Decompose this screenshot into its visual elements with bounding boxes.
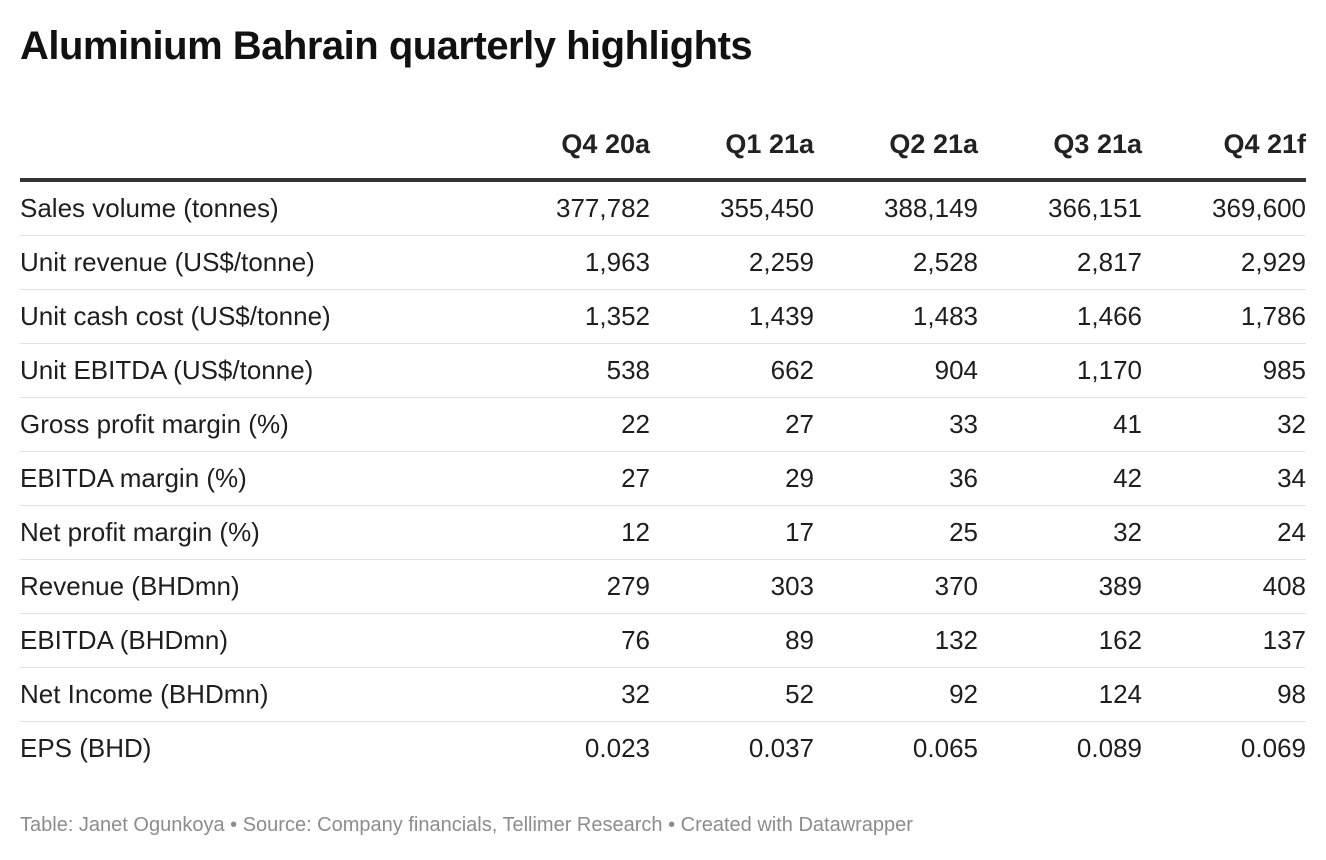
table-cell: 27 <box>486 451 650 506</box>
table-cell: 0.089 <box>1076 733 1142 763</box>
table-row: EBITDA margin (%) 27 29 36 42 34 <box>20 451 1306 506</box>
table-title: Aluminium Bahrain quarterly highlights <box>20 24 753 68</box>
table-cell: 0.069 <box>1240 733 1306 763</box>
row-label: Net profit margin (%) <box>20 505 486 560</box>
table-cell: 34 <box>1142 451 1306 506</box>
column-header: Q2 21a <box>814 110 978 182</box>
table-cell: 1,786 <box>1142 289 1306 344</box>
table-cell: 1,352 <box>486 289 650 344</box>
table-cell: 0.037 <box>748 733 814 763</box>
table-cell: 32 <box>978 505 1142 560</box>
table-cell: 17 <box>650 505 814 560</box>
row-label: Net Income (BHDmn) <box>20 667 486 722</box>
row-label: EBITDA (BHDmn) <box>20 613 486 668</box>
table-cell: 2,528 <box>814 235 978 290</box>
table-cell: 366,151 <box>978 180 1142 236</box>
table-cell: 662 <box>650 343 814 398</box>
table-cell: 408 <box>1142 559 1306 614</box>
table-cell: 1,483 <box>814 289 978 344</box>
table-body: Sales volume (tonnes) 377,782 355,450 388,1… <box>20 180 1306 775</box>
table-cell: 24 <box>1142 505 1306 560</box>
table-cell: 132 <box>814 613 978 668</box>
table-row: EBITDA (BHDmn) 76 89 132 162 137 <box>20 613 1306 668</box>
table-cell: 124 <box>978 667 1142 722</box>
table-cell: 2,259 <box>650 235 814 290</box>
header-label-cell <box>20 110 486 182</box>
table-row: Unit cash cost (US$/tonne) 1,352 1,439 1,48… <box>20 289 1306 344</box>
table-row: Net Income (BHDmn) 32 52 92 124 98 <box>20 667 1306 722</box>
table-cell: 538 <box>486 343 650 398</box>
table-cell: 27 <box>650 397 814 452</box>
table-cell: 98 <box>1142 667 1306 722</box>
table-cell: 32 <box>486 667 650 722</box>
table-cell: 41 <box>978 397 1142 452</box>
table-cell: 2,929 <box>1142 235 1306 290</box>
column-header: Q4 21f <box>1142 110 1306 182</box>
table-cell: 92 <box>814 667 978 722</box>
table-cell: 355,450 <box>650 180 814 236</box>
row-label: Revenue (BHDmn) <box>20 559 486 614</box>
table-cell: 1,439 <box>650 289 814 344</box>
table-cell: 137 <box>1142 613 1306 668</box>
table-cell: 33 <box>814 397 978 452</box>
table-cell: 370 <box>814 559 978 614</box>
table-cell: 303 <box>650 559 814 614</box>
table-row: EPS (BHD) 0.023 0.037 0.065 0.089 0.069 <box>20 722 1306 776</box>
table-cell: 2,817 <box>978 235 1142 290</box>
row-label: Unit cash cost (US$/tonne) <box>20 289 486 344</box>
table-row: Gross profit margin (%) 22 27 33 41 32 <box>20 397 1306 452</box>
table-cell: 12 <box>486 505 650 560</box>
table-cell: 389 <box>978 559 1142 614</box>
row-label: Gross profit margin (%) <box>20 397 486 452</box>
table-cell: 1,963 <box>486 235 650 290</box>
table-cell: 377,782 <box>486 180 650 236</box>
footer-credit: Table: Janet Ogunkoya • Source: Company … <box>20 814 913 836</box>
table-cell: 1,170 <box>978 343 1142 398</box>
column-header: Q3 21a <box>978 110 1142 182</box>
table-cell: 904 <box>814 343 978 398</box>
table-cell: 22 <box>486 397 650 452</box>
table-row: Unit EBITDA (US$/tonne) 538 662 904 1,170 985 <box>20 343 1306 398</box>
table-cell: 369,600 <box>1142 180 1306 236</box>
table-cell: 279 <box>486 559 650 614</box>
table-cell: 0.023 <box>584 733 650 763</box>
table-cell: 36 <box>814 451 978 506</box>
table-cell: 388,149 <box>814 180 978 236</box>
table-cell: 985 <box>1142 343 1306 398</box>
column-header: Q1 21a <box>650 110 814 182</box>
row-label: Unit revenue (US$/tonne) <box>20 235 486 290</box>
table-cell: 1,466 <box>978 289 1142 344</box>
table-cell: 32 <box>1142 397 1306 452</box>
table-cell: 76 <box>486 613 650 668</box>
row-label: EBITDA margin (%) <box>20 451 486 506</box>
table-cell: 89 <box>650 613 814 668</box>
table-row: Unit revenue (US$/tonne) 1,963 2,259 2,528 2… <box>20 235 1306 290</box>
table-cell: 29 <box>650 451 814 506</box>
table-cell: 42 <box>978 451 1142 506</box>
table-row: Sales volume (tonnes) 377,782 355,450 388,1… <box>20 180 1306 236</box>
table-cell: 52 <box>650 667 814 722</box>
row-label: EPS (BHD) <box>20 733 152 763</box>
highlights-table: Q4 20a Q1 21a Q2 21a Q3 21a Q4 21f Sales… <box>20 110 1306 775</box>
header-row: Q4 20a Q1 21a Q2 21a Q3 21a Q4 21f <box>20 110 1306 182</box>
row-label: Unit EBITDA (US$/tonne) <box>20 343 486 398</box>
table-row: Revenue (BHDmn) 279 303 370 389 408 <box>20 559 1306 614</box>
table-cell: 162 <box>978 613 1142 668</box>
table-cell: 0.065 <box>912 733 978 763</box>
column-header: Q4 20a <box>486 110 650 182</box>
row-label: Sales volume (tonnes) <box>20 180 486 236</box>
table-row: Net profit margin (%) 12 17 25 32 24 <box>20 505 1306 560</box>
table-cell: 25 <box>814 505 978 560</box>
